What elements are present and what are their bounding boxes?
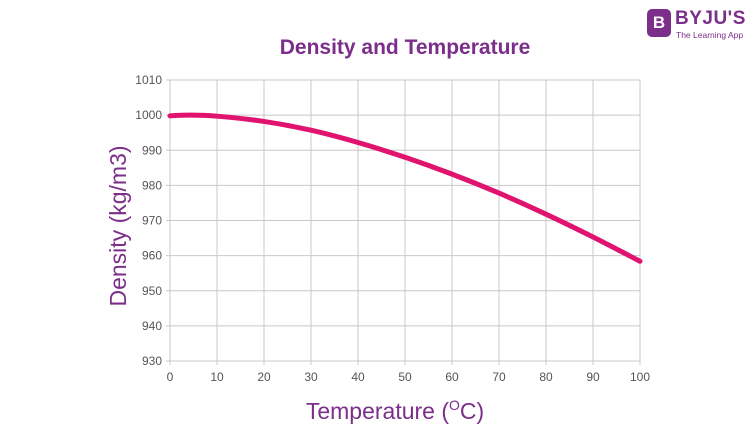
y-tick-label: 1000 — [135, 108, 162, 122]
y-tick-label: 930 — [142, 354, 162, 368]
x-axis-label-superscript: O — [449, 397, 460, 413]
y-tick-label: 960 — [142, 249, 162, 263]
byjus-logo: B BYJU'S The Learning App — [647, 8, 747, 42]
x-axis-label: Temperature (OC) — [306, 397, 484, 424]
y-tick-label: 1010 — [135, 73, 162, 87]
x-tick-label: 0 — [167, 370, 174, 384]
y-tick-label: 970 — [142, 214, 162, 228]
logo-name: BYJU'S — [675, 8, 746, 29]
y-tick-label: 940 — [142, 319, 162, 333]
x-tick-label: 50 — [398, 370, 412, 384]
x-tick-label: 60 — [445, 370, 459, 384]
y-tick-label: 980 — [142, 178, 162, 192]
series-group — [167, 112, 643, 264]
chart-title: Density and Temperature — [280, 36, 531, 59]
y-tick-labels: 930 940 950 960 970 980 990 1000 1010 — [135, 73, 162, 368]
y-tick-label: 950 — [142, 284, 162, 298]
x-tick-label: 30 — [304, 370, 318, 384]
logo-mark-icon: B — [647, 9, 671, 37]
y-tick-label: 990 — [142, 143, 162, 157]
x-tick-label: 80 — [539, 370, 553, 384]
x-tick-label: 70 — [492, 370, 506, 384]
x-tick-labels: 0 10 20 30 40 50 60 70 80 90 100 — [167, 370, 651, 384]
x-axis-label-main: Temperature ( — [306, 398, 450, 424]
grid — [166, 79, 641, 365]
x-tick-label: 100 — [630, 370, 650, 384]
y-axis-label: Density (kg/m3) — [105, 145, 131, 306]
x-tick-label: 90 — [586, 370, 600, 384]
logo-tagline: The Learning App — [676, 30, 744, 40]
x-tick-label: 10 — [210, 370, 224, 384]
x-axis-label-end: C) — [460, 398, 484, 424]
x-tick-label: 20 — [257, 370, 271, 384]
x-tick-label: 40 — [351, 370, 365, 384]
series-line — [167, 112, 643, 264]
